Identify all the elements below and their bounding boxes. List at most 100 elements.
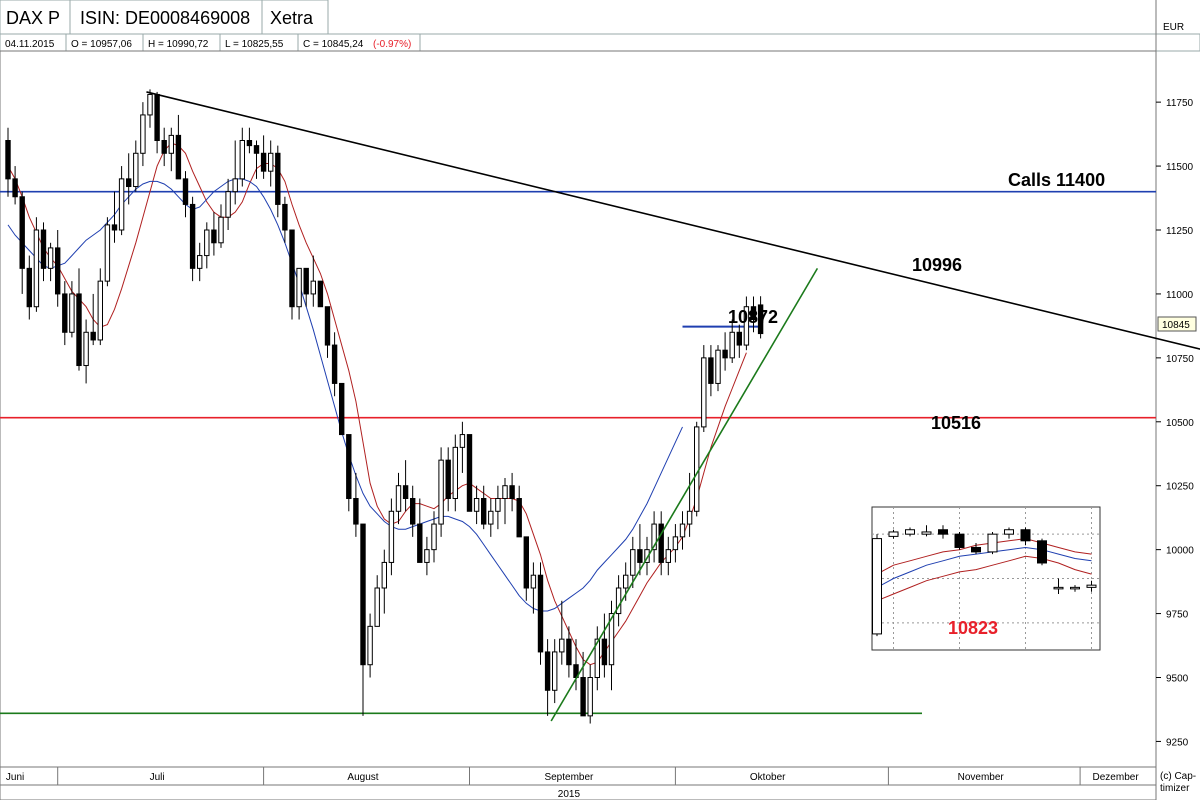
- trend-line: [550, 267, 819, 722]
- candle: [161, 127, 167, 167]
- month-label: Dezember: [1093, 772, 1140, 783]
- candle: [104, 217, 111, 287]
- candle: [559, 600, 565, 665]
- candle: [552, 639, 558, 704]
- month-label: August: [347, 772, 378, 783]
- copyright-line2: timizer: [1160, 783, 1190, 794]
- candle: [246, 127, 253, 154]
- candle: [402, 460, 409, 512]
- month-label: September: [544, 772, 594, 783]
- price-tick-label: 11750: [1166, 98, 1194, 109]
- horizontal-levels: [0, 190, 1156, 715]
- candle: [694, 421, 700, 517]
- price-tick-label: 9250: [1166, 737, 1189, 748]
- open-label: O = 10957,06: [71, 39, 132, 50]
- candle: [424, 536, 430, 576]
- candle: [5, 127, 11, 197]
- candle: [324, 306, 331, 358]
- candle: [289, 229, 295, 320]
- copyright-line1: (c) Cap-: [1160, 771, 1196, 782]
- support-label: 10516: [931, 413, 981, 433]
- candle: [757, 296, 764, 339]
- candle: [395, 472, 402, 525]
- price-tick-label: 10250: [1166, 482, 1194, 493]
- candle: [147, 89, 153, 128]
- inset-moving-average: [876, 538, 1092, 575]
- price-tick-label: 9500: [1166, 674, 1189, 685]
- candle: [12, 166, 18, 205]
- candle: [715, 345, 721, 392]
- candle: [665, 536, 671, 576]
- candle: [211, 212, 217, 256]
- candle: [282, 196, 288, 243]
- candle: [90, 293, 96, 346]
- month-label: Oktober: [750, 772, 786, 783]
- calls-label: Calls 11400: [1008, 170, 1105, 190]
- candle: [83, 319, 89, 384]
- candle: [686, 472, 693, 537]
- candle: [580, 651, 586, 717]
- candle: [954, 531, 965, 550]
- currency-label: EUR: [1163, 22, 1184, 33]
- peak-label: 10996: [912, 255, 962, 275]
- price-tick-label: 10000: [1166, 546, 1194, 557]
- candle: [644, 536, 650, 576]
- candle: [140, 102, 146, 167]
- candle: [1070, 585, 1080, 592]
- high-label: H = 10990,72: [148, 39, 209, 50]
- isin-label: ISIN: DE0008469008: [80, 8, 250, 28]
- candle: [410, 485, 416, 537]
- candle: [637, 524, 643, 576]
- candle: [47, 242, 54, 282]
- candle: [872, 534, 882, 637]
- candle: [473, 485, 480, 525]
- candle: [19, 191, 25, 294]
- candles: [5, 89, 764, 724]
- candle: [459, 421, 466, 473]
- candle: [168, 127, 175, 172]
- candle: [594, 626, 600, 691]
- candle: [729, 319, 735, 363]
- candle: [367, 613, 373, 678]
- candle: [530, 562, 537, 614]
- candle: [971, 543, 981, 555]
- candle: [182, 171, 189, 218]
- inset-chart: 10823: [871, 506, 1101, 651]
- candle: [452, 434, 459, 512]
- candle: [331, 332, 338, 397]
- candle: [62, 281, 68, 346]
- candle: [268, 140, 274, 187]
- candle: [346, 434, 352, 512]
- candle: [253, 140, 260, 179]
- candle: [353, 472, 359, 537]
- price-tick-label: 11250: [1166, 226, 1194, 237]
- inset-moving-average: [876, 546, 1092, 588]
- header-bar: DAX P ISIN: DE0008469008 Xetra: [0, 0, 1200, 35]
- candle: [651, 511, 657, 563]
- candle: [495, 485, 501, 530]
- price-tick-label: 9750: [1166, 610, 1189, 621]
- candle: [189, 196, 196, 282]
- candle: [658, 511, 664, 576]
- price-tick-label: 11500: [1166, 162, 1194, 173]
- candle: [97, 268, 103, 346]
- time-axis: Juni Juli August September Oktober November De…: [0, 766, 1157, 800]
- candle: [374, 575, 380, 627]
- exchange-label: Xetra: [270, 8, 314, 28]
- candle: [509, 472, 515, 512]
- candle: [701, 345, 707, 433]
- candle: [466, 434, 473, 512]
- candle: [260, 135, 267, 179]
- candle: [601, 613, 608, 678]
- moving-average-line: [7, 142, 747, 666]
- date-label: 04.11.2015: [5, 39, 55, 50]
- price-tick-label: 11000: [1166, 290, 1194, 301]
- candle: [431, 511, 437, 563]
- candle: [111, 191, 118, 243]
- candle: [218, 204, 224, 248]
- candle: [317, 280, 324, 308]
- candle: [360, 523, 366, 716]
- candle: [566, 626, 572, 678]
- trendlines: [146, 91, 1200, 722]
